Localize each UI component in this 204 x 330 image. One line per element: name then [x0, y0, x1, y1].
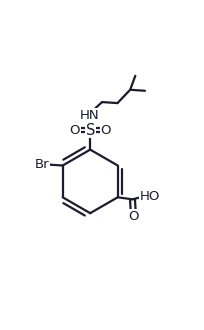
- Text: O: O: [128, 210, 138, 223]
- Text: S: S: [85, 123, 94, 138]
- Text: O: O: [69, 124, 80, 137]
- Text: HO: HO: [139, 190, 160, 203]
- Text: Br: Br: [35, 158, 49, 171]
- Text: HN: HN: [79, 109, 99, 122]
- Text: O: O: [100, 124, 110, 137]
